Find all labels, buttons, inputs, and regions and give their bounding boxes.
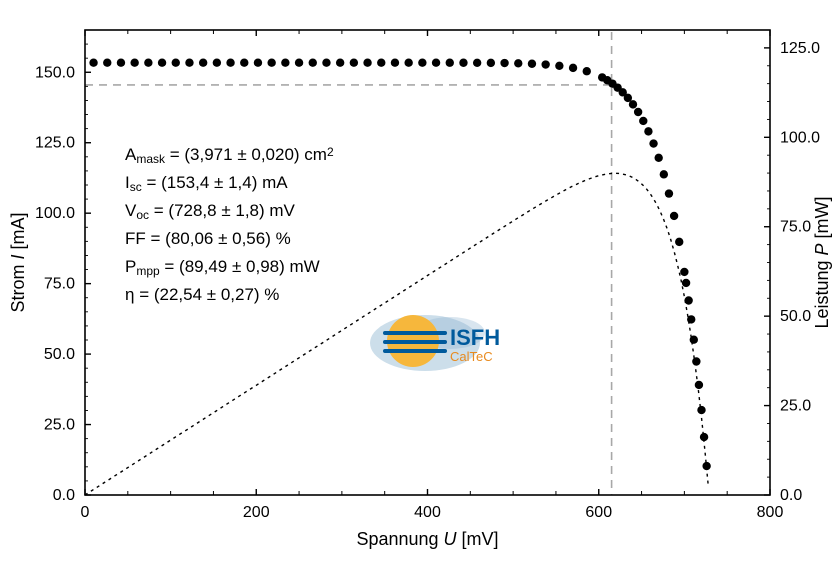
- yr-tick-label: 125.0: [780, 40, 820, 57]
- yl-tick-label: 50.0: [44, 346, 75, 363]
- x-tick-label: 800: [757, 504, 784, 521]
- yl-tick-label: 100.0: [35, 205, 75, 222]
- x-axis-label: Spannung U [mV]: [356, 529, 498, 549]
- param-line: FF = (80,06 ± 0,56) %: [125, 229, 291, 248]
- yr-tick-label: 75.0: [780, 219, 811, 236]
- yr-tick-label: 100.0: [780, 129, 820, 146]
- param-line: Pmpp = (89,49 ± 0,98) mW: [125, 257, 320, 278]
- chart-svg: ISFHCalTeC02004006008000.025.050.075.010…: [0, 0, 840, 568]
- yl-tick-label: 25.0: [44, 417, 75, 434]
- param-line: Amask = (3,971 ± 0,020) cm2: [125, 145, 334, 166]
- param-line: Voc = (728,8 ± 1,8) mV: [125, 201, 296, 222]
- yr-tick-label: 25.0: [780, 398, 811, 415]
- x-tick-label: 400: [414, 504, 441, 521]
- logo-text-isfh: ISFH: [450, 325, 500, 350]
- yr-axis-label: Leistung P [mW]: [812, 196, 832, 328]
- isfh-logo: ISFHCalTeC: [370, 315, 500, 371]
- yl-tick-label: 75.0: [44, 276, 75, 293]
- x-tick-label: 600: [585, 504, 612, 521]
- yr-tick-label: 50.0: [780, 308, 811, 325]
- param-line: Isc = (153,4 ± 1,4) mA: [125, 173, 288, 194]
- yl-tick-label: 125.0: [35, 135, 75, 152]
- param-line: η = (22,54 ± 0,27) %: [125, 285, 279, 304]
- logo-text-caltec: CalTeC: [450, 349, 493, 364]
- yr-tick-label: 0.0: [780, 487, 802, 504]
- yl-tick-label: 0.0: [53, 487, 75, 504]
- iv-curve-chart: ISFHCalTeC02004006008000.025.050.075.010…: [0, 0, 840, 568]
- x-tick-label: 200: [243, 504, 270, 521]
- yl-axis-label: Strom I [mA]: [8, 212, 28, 312]
- yl-tick-label: 150.0: [35, 64, 75, 81]
- x-tick-label: 0: [81, 504, 90, 521]
